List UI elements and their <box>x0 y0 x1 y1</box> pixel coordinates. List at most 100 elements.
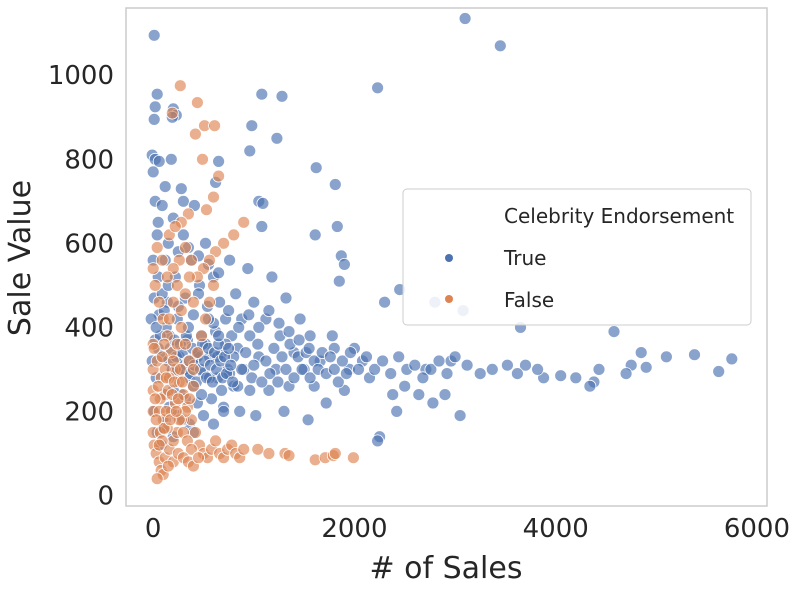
point-true-278 <box>207 417 220 431</box>
point-true-33 <box>308 228 322 242</box>
point-false-86 <box>182 270 196 284</box>
point-true-207 <box>360 350 373 364</box>
point-true-48 <box>639 360 653 374</box>
y-axis-title: Sale Value <box>3 180 38 336</box>
point-false-100 <box>161 459 175 473</box>
legend-title: Celebrity Endorsement <box>504 204 734 228</box>
point-true-264 <box>222 304 236 318</box>
point-true-130 <box>186 308 200 322</box>
point-false-69 <box>150 472 164 486</box>
point-true-250 <box>224 358 238 372</box>
point-false-6 <box>196 152 209 166</box>
point-true-2 <box>493 39 507 53</box>
point-true-103 <box>243 329 257 343</box>
point-true-96 <box>262 383 276 397</box>
point-true-12 <box>245 119 259 133</box>
point-true-193 <box>295 362 309 376</box>
point-true-7 <box>148 100 162 114</box>
y-tick-label-0: 0 <box>97 482 114 512</box>
point-true-66 <box>426 396 440 410</box>
point-true-257 <box>149 320 163 334</box>
point-true-211 <box>392 350 406 364</box>
point-true-283 <box>212 266 226 280</box>
x-tick-label-1: 2000 <box>321 514 387 544</box>
y-tick-label-5: 1000 <box>48 61 114 91</box>
point-true-201 <box>327 362 341 376</box>
point-false-25 <box>150 241 164 254</box>
point-false-105 <box>192 451 205 465</box>
point-true-0 <box>147 28 161 42</box>
point-true-185 <box>263 367 277 381</box>
point-true-70 <box>398 379 412 393</box>
point-true-36 <box>332 274 346 288</box>
point-false-53 <box>282 449 296 463</box>
point-false-98 <box>184 442 198 456</box>
point-true-86 <box>301 413 315 427</box>
point-false-81 <box>162 312 176 326</box>
legend-marker-false <box>445 295 453 303</box>
point-true-195 <box>303 371 317 385</box>
point-true-189 <box>279 362 293 376</box>
point-true-179 <box>239 346 253 360</box>
point-false-1 <box>190 96 204 109</box>
point-true-188 <box>275 350 289 364</box>
point-true-64 <box>453 409 467 423</box>
point-true-58 <box>519 358 532 372</box>
x-axis-title: # of Sales <box>370 551 523 586</box>
point-true-186 <box>267 341 281 355</box>
point-true-13 <box>270 131 284 145</box>
point-false-118 <box>207 278 220 292</box>
point-true-272 <box>302 341 316 355</box>
point-true-53 <box>583 379 597 393</box>
point-true-1 <box>458 12 472 25</box>
point-true-124 <box>199 236 212 250</box>
point-false-20 <box>178 241 192 254</box>
point-true-82 <box>319 396 333 410</box>
point-true-3 <box>371 81 385 95</box>
point-false-23 <box>160 270 174 284</box>
point-false-125 <box>155 350 169 364</box>
point-true-173 <box>215 383 229 397</box>
point-true-181 <box>247 358 261 372</box>
point-true-21 <box>328 178 342 191</box>
point-false-131 <box>148 392 162 406</box>
y-tick-label-1: 200 <box>64 397 114 427</box>
point-false-83 <box>170 278 184 292</box>
point-true-55 <box>554 369 568 383</box>
point-true-20 <box>309 161 323 175</box>
point-true-101 <box>247 295 261 309</box>
point-false-110 <box>174 320 188 334</box>
x-tick-label-0: 0 <box>145 514 162 544</box>
point-false-57 <box>328 447 342 460</box>
point-true-182 <box>251 337 265 351</box>
point-true-16 <box>152 154 166 168</box>
point-true-112 <box>223 253 237 267</box>
legend-box <box>402 188 752 326</box>
point-true-216 <box>432 354 446 368</box>
point-true-81 <box>325 329 339 343</box>
point-true-266 <box>242 308 256 322</box>
point-false-49 <box>237 442 251 456</box>
point-false-51 <box>262 447 276 460</box>
point-false-115 <box>195 329 208 343</box>
point-true-91 <box>279 291 293 305</box>
point-true-63 <box>460 358 474 372</box>
point-true-104 <box>241 262 255 276</box>
point-true-210 <box>384 367 398 381</box>
point-false-0 <box>173 79 187 93</box>
point-true-42 <box>607 325 621 339</box>
point-false-4 <box>165 106 179 120</box>
point-true-205 <box>343 346 357 360</box>
point-true-208 <box>368 362 382 376</box>
point-false-50 <box>251 442 265 456</box>
point-true-72 <box>386 388 400 402</box>
point-false-42 <box>209 434 223 448</box>
point-false-84 <box>174 304 188 318</box>
point-true-204 <box>339 367 353 381</box>
point-true-50 <box>619 367 633 381</box>
point-false-19 <box>184 253 198 267</box>
y-tick-label-3: 600 <box>64 229 114 259</box>
point-true-43 <box>725 352 739 366</box>
point-true-218 <box>448 350 462 364</box>
point-false-130 <box>152 438 166 452</box>
